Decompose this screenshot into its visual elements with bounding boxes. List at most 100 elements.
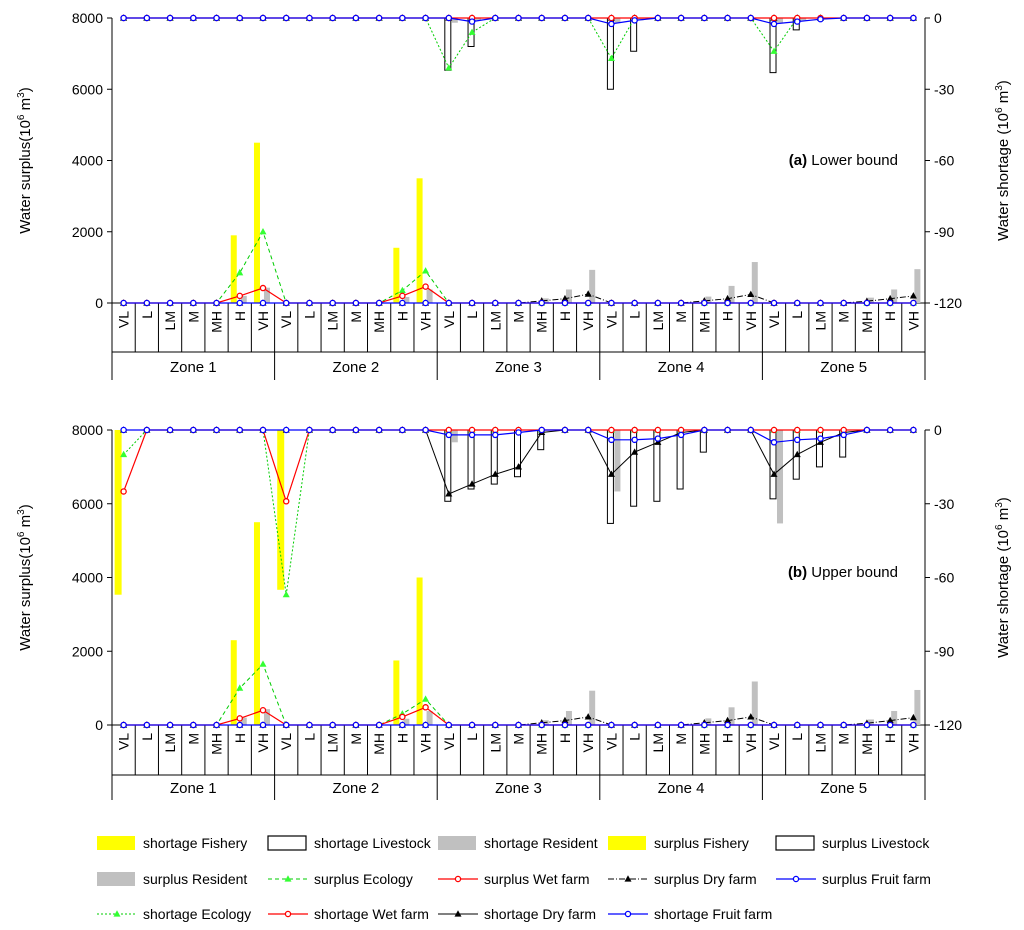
legend-label: surplus Ecology (314, 871, 413, 887)
category-label-M: M (185, 733, 201, 745)
category-label-H: H (557, 311, 573, 321)
shortage-fruit-point (352, 426, 360, 434)
shortage-fruit-point (793, 18, 801, 25)
category-label-VL: VL (116, 733, 132, 750)
surplus-fruit-point (724, 299, 731, 307)
surplus-fruit-point (840, 299, 847, 307)
shortage-fruit-point (515, 14, 522, 22)
surplus-fruit-point (863, 721, 871, 729)
legend-swatch-marker (624, 910, 632, 918)
legend-swatch-fishery (97, 836, 135, 850)
legend-swatch-sl (267, 835, 307, 851)
surplus-resident-bar (240, 295, 247, 303)
category-label-LM: LM (812, 311, 828, 330)
shortage-fruit-point (863, 14, 871, 22)
category-label-LM: LM (650, 311, 666, 330)
shortage-resident-bar (777, 430, 784, 524)
shortage-fruit-point (515, 429, 522, 436)
legend-swatch-marker (454, 910, 462, 917)
surplus-wet-point (259, 707, 267, 714)
surplus-wet-point (236, 715, 244, 722)
legend-swatch-resident (438, 836, 476, 850)
shortage-fruit-point (561, 426, 569, 434)
surplus-fruit-point (422, 299, 429, 307)
surplus-resident-bar (705, 296, 712, 303)
y-right-axis-label: Water shortage (106 m3) (994, 80, 1012, 241)
y-left-tick-label: 4000 (72, 570, 103, 586)
surplus-fruit-point (538, 299, 545, 307)
surplus-dry-point (584, 713, 592, 720)
category-label-M: M (673, 311, 689, 323)
shortage-fruit-point (120, 14, 127, 22)
category-label-L: L (139, 311, 155, 319)
surplus-fruit-point (329, 299, 336, 307)
shortage-fruit-point (143, 426, 151, 434)
surplus-fruit-point (329, 721, 336, 729)
surplus-fruit-point (584, 299, 592, 307)
surplus-fruit-point (236, 299, 244, 307)
category-label-H: H (232, 733, 248, 743)
legend-swatch-su (608, 910, 648, 918)
y-left-tick-label: 2000 (72, 224, 103, 240)
zone-label: Zone 2 (333, 780, 380, 797)
surplus-fruit-point (190, 299, 197, 307)
zone-label: Zone 1 (170, 359, 217, 376)
category-label-MH: MH (859, 311, 875, 333)
category-label-LM: LM (162, 311, 178, 330)
legend-swatch-ur (97, 872, 135, 886)
surplus-resident-bar (403, 718, 410, 725)
y-right-tick-label: -60 (934, 153, 954, 169)
legend-label: surplus Fishery (654, 835, 749, 851)
shortage-ecology-point (120, 450, 128, 458)
category-label-H: H (882, 311, 898, 321)
shortage-fruit-point (190, 426, 197, 434)
shortage-wet-point (120, 488, 127, 495)
surplus-ecology-point (236, 684, 244, 691)
panel-title: (b) Upper bound (788, 564, 898, 581)
surplus-fruit-point (213, 721, 220, 729)
category-label-H: H (394, 733, 410, 743)
surplus-fruit-point (863, 299, 871, 307)
surplus-fruit-point (468, 721, 476, 729)
surplus-fruit-point (143, 721, 151, 729)
y-right-tick-label: -120 (934, 295, 962, 311)
shortage-fruit-point (492, 14, 499, 22)
category-label-VL: VL (441, 733, 457, 750)
surplus-fruit-point (793, 299, 801, 307)
shortage-fishery-bar (114, 430, 122, 595)
legend-label: shortage Dry farm (484, 906, 596, 922)
category-label-LM: LM (325, 311, 341, 330)
category-label-VH: VH (905, 733, 921, 752)
shortage-fruit-point (677, 14, 685, 22)
legend-swatch-ue (268, 875, 308, 882)
panel-title: (a) Lower bound (789, 152, 898, 169)
surplus-fruit-point (561, 721, 569, 729)
shortage-fruit-point (840, 14, 847, 22)
surplus-dry-point (909, 292, 917, 299)
surplus-ecology-line (123, 230, 914, 304)
y-right-tick-label: 0 (934, 10, 942, 26)
legend-label: surplus Wet farm (484, 871, 590, 887)
category-label-L: L (789, 311, 805, 319)
surplus-fruit-point (817, 721, 824, 729)
category-label-VH: VH (255, 311, 271, 330)
shortage-resident-bar (777, 18, 784, 23)
y-left-tick-label: 4000 (72, 153, 103, 169)
shortage-ecology-point (607, 54, 615, 61)
surplus-dry-point (747, 713, 755, 720)
shortage-fruit-point (259, 426, 267, 434)
category-label-M: M (511, 733, 527, 745)
shortage-wet-point (608, 14, 615, 22)
legend-swatch-marker (454, 875, 462, 883)
shortage-fruit-point (213, 14, 220, 22)
surplus-fishery-bar (393, 660, 400, 725)
shortage-fruit-point (329, 426, 336, 434)
surplus-fruit-point (375, 299, 383, 307)
surplus-fruit-point (747, 721, 755, 729)
shortage-fruit-point (770, 439, 778, 446)
category-label-H: H (394, 311, 410, 321)
shortage-fruit-point (468, 431, 476, 439)
category-label-LM: LM (650, 733, 666, 752)
shortage-fruit-point (422, 426, 429, 434)
shortage-dry-point (607, 470, 615, 477)
